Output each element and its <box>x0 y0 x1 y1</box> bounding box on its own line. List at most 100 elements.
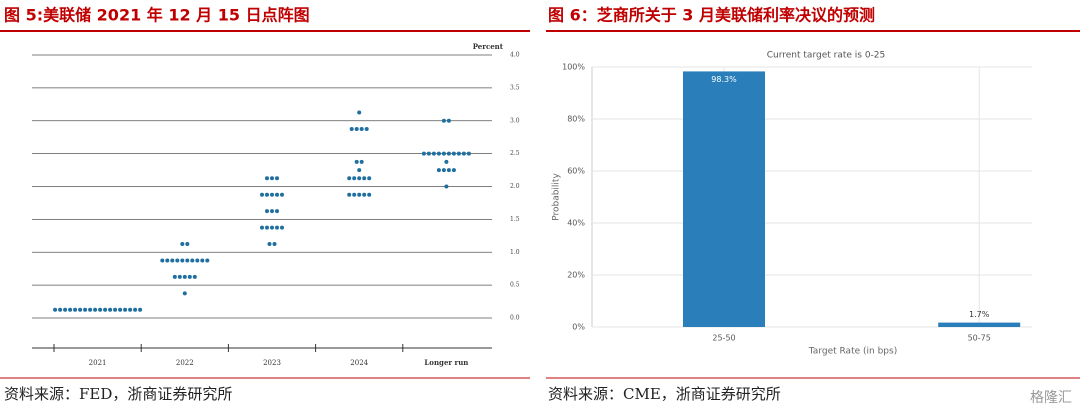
dot <box>364 126 369 131</box>
dot <box>426 151 431 156</box>
dot <box>190 258 195 263</box>
source: 资料来源：FED，浙商证券研究所 <box>4 385 232 403</box>
y-axis-label: Probability <box>552 173 562 221</box>
dot <box>272 242 277 247</box>
value-label: 1.7% <box>969 310 990 319</box>
dot <box>431 151 436 156</box>
dot <box>123 307 128 312</box>
source: 资料来源：CME，浙商证券研究所 <box>548 385 781 403</box>
dot <box>128 307 133 312</box>
x-tick-label: 2022 <box>176 359 194 367</box>
y-tick-label: 3.5 <box>510 84 520 91</box>
dot <box>436 168 441 173</box>
dot <box>175 258 180 263</box>
dot <box>53 307 58 312</box>
bar <box>938 322 1021 327</box>
y-tick-label: 4.0 <box>510 52 520 59</box>
dot <box>367 192 372 197</box>
y-tick-label: 100% <box>562 63 585 72</box>
dot <box>133 307 138 312</box>
x-axis-label: Target Rate (in bps) <box>808 347 897 357</box>
dot <box>359 126 364 131</box>
dot <box>185 242 190 247</box>
dot <box>265 225 269 230</box>
dot <box>270 176 274 181</box>
dot <box>177 274 182 279</box>
dot <box>267 242 272 247</box>
x-tick-label: 25-50 <box>712 334 735 343</box>
y-tick-label: 80% <box>567 115 585 124</box>
dot <box>275 176 279 181</box>
dot <box>275 225 279 230</box>
dot <box>172 274 177 279</box>
dot <box>357 168 362 173</box>
dot <box>270 192 274 197</box>
dot <box>98 307 103 312</box>
y-tick-label: 60% <box>567 167 585 176</box>
dot <box>347 176 352 181</box>
x-tick-label: 2023 <box>263 359 281 367</box>
dot <box>451 168 456 173</box>
dot <box>270 209 274 214</box>
dot <box>265 192 269 197</box>
y-tick-label: 1.0 <box>510 249 520 256</box>
y-tick-label: 0.0 <box>510 315 520 322</box>
x-tick-label: Longer run <box>424 358 468 367</box>
dot <box>280 225 284 230</box>
dot <box>362 192 367 197</box>
dot <box>265 176 269 181</box>
y-tick-label: 20% <box>567 271 585 280</box>
dot <box>58 307 63 312</box>
y-tick-label: 3.0 <box>510 117 520 124</box>
dot <box>456 151 461 156</box>
dot <box>357 110 362 115</box>
dot <box>187 274 192 279</box>
dot <box>451 151 456 156</box>
dot <box>461 151 466 156</box>
x-tick-label: 2021 <box>89 359 107 367</box>
left-title: 图 5:美联储 2021 年 12 月 15 日点阵图 <box>4 6 310 25</box>
bar <box>683 71 765 327</box>
dot <box>446 118 451 123</box>
dot <box>347 192 352 197</box>
dot <box>441 151 446 156</box>
dot <box>83 307 88 312</box>
dot <box>421 151 426 156</box>
dot <box>441 168 446 173</box>
dot <box>275 192 279 197</box>
x-tick-label: 50-75 <box>968 334 991 343</box>
dot <box>260 192 264 197</box>
dot <box>182 274 187 279</box>
dot <box>113 307 118 312</box>
dot <box>93 307 98 312</box>
y-tick-label: 2.0 <box>510 183 520 190</box>
watermark: 格隆汇 <box>1030 390 1072 406</box>
y-tick-label: 0.5 <box>510 282 520 289</box>
dot <box>170 258 175 263</box>
dot <box>205 258 210 263</box>
dot <box>103 307 108 312</box>
subtitle: Current target rate is 0-25 <box>767 51 886 61</box>
dot <box>195 258 200 263</box>
y-tick-label: 0% <box>572 323 585 332</box>
dot <box>275 209 279 214</box>
dot <box>270 225 274 230</box>
dot <box>444 184 449 189</box>
dot <box>352 192 357 197</box>
y-axis-label: Percent <box>473 42 504 51</box>
dot <box>446 151 451 156</box>
x-tick-label: 2024 <box>350 359 368 367</box>
dot <box>180 242 185 247</box>
dot <box>200 258 205 263</box>
dot <box>138 307 143 312</box>
dot <box>436 151 441 156</box>
dot <box>280 192 284 197</box>
dot <box>185 258 190 263</box>
y-tick-label: 1.5 <box>510 216 520 223</box>
dot <box>444 159 449 164</box>
dot <box>180 258 185 263</box>
dot <box>354 159 359 164</box>
dot <box>446 168 451 173</box>
dot <box>88 307 93 312</box>
